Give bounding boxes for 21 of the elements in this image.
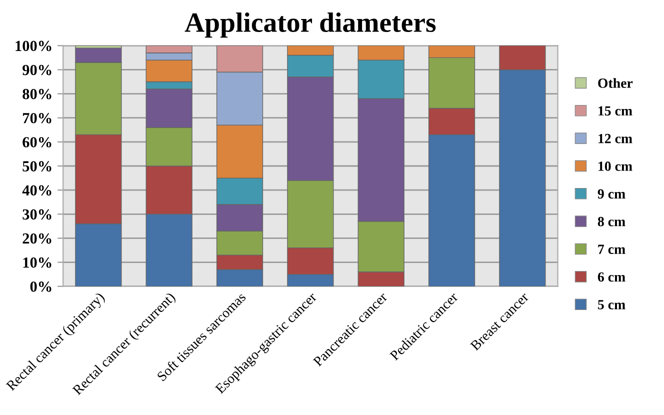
legend-label: 9 cm [598, 189, 626, 199]
legend-label: 6 cm [598, 272, 626, 282]
legend-label: 12 cm [598, 134, 632, 144]
y-tick-label: 70% [22, 113, 52, 124]
legend-label: 15 cm [598, 106, 632, 116]
y-tick-label: 60% [22, 137, 52, 148]
y-tick-label: 40% [22, 185, 52, 196]
legend-label: Other [598, 78, 633, 88]
legend-label: 7 cm [598, 244, 626, 254]
legend-label: 10 cm [598, 162, 632, 171]
y-tick-label: 100% [16, 40, 52, 52]
y-tick-label: 30% [22, 209, 52, 220]
legend-label: 5 cm [598, 300, 626, 310]
y-tick-label: 80% [22, 88, 52, 100]
chart-title: Applicator diameters [184, 12, 436, 38]
y-tick-label: 50% [22, 161, 52, 172]
legend-label: 8 cm [598, 216, 626, 226]
y-tick-label: 20% [22, 233, 52, 244]
y-tick-label: 90% [22, 64, 52, 76]
y-tick-label: 10% [23, 257, 52, 268]
y-tick-label: 0% [30, 281, 52, 292]
